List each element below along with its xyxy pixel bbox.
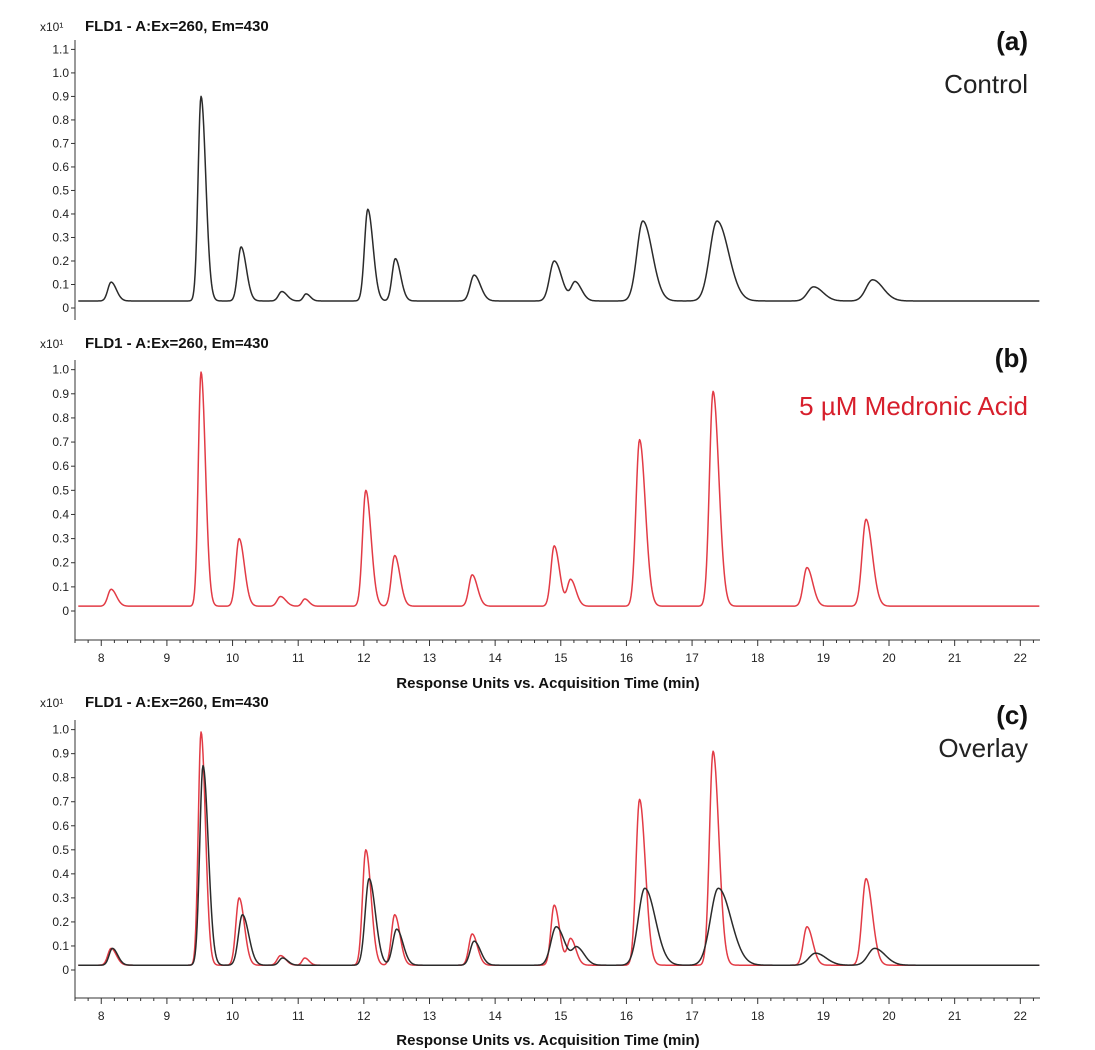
x-tick-label: 18 — [751, 651, 765, 665]
x-tick-label: 11 — [292, 651, 305, 665]
chromatogram-trace-1 — [78, 731, 1040, 966]
y-tick-label: 0.6 — [52, 160, 69, 174]
x-tick-label: 18 — [751, 1009, 765, 1023]
panel-title: FLD1 - A:Ex=260, Em=430 — [85, 335, 269, 352]
x-tick-label: 22 — [1014, 1009, 1028, 1023]
chromatogram-panel-1: x10¹ FLD1 - A:Ex=260, Em=430 (a) Control 0 0.… — [40, 18, 1040, 320]
y-tick-label: 0.4 — [52, 507, 69, 521]
y-tick-label: 0.2 — [52, 556, 69, 570]
x-tick-label: 21 — [948, 1009, 962, 1023]
y-tick-label: 0.6 — [52, 819, 69, 833]
x-tick-label: 19 — [817, 1009, 831, 1023]
y-tick-label: 1.1 — [52, 42, 69, 56]
x-tick-label: 12 — [357, 1009, 371, 1023]
x-tick-label: 9 — [164, 1009, 171, 1023]
y-tick-label: 0.4 — [52, 207, 69, 221]
y-tick-label: 0.3 — [52, 532, 69, 546]
x-tick-label: 15 — [554, 651, 568, 665]
y-tick-label: 0.9 — [52, 747, 69, 761]
condition-label: Control — [944, 69, 1028, 99]
x-tick-label: 13 — [423, 651, 437, 665]
x-axis-label: Response Units vs. Acquisition Time (min… — [396, 675, 699, 692]
x-tick-label: 13 — [423, 1009, 437, 1023]
x-tick-label: 10 — [226, 1009, 240, 1023]
y-tick-label: 0.8 — [52, 113, 69, 127]
y-tick-label: 0.3 — [52, 891, 69, 905]
y-tick-label: 0.4 — [52, 867, 69, 881]
panel-letter: (a) — [996, 26, 1028, 56]
y-tick-label: 0.2 — [52, 915, 69, 929]
x-tick-label: 15 — [554, 1009, 568, 1023]
y-tick-label: 0.8 — [52, 411, 69, 425]
y-tick-label: 1.0 — [52, 363, 69, 377]
x-tick-label: 8 — [98, 651, 105, 665]
x-tick-label: 11 — [292, 1009, 305, 1023]
x-tick-label: 10 — [226, 651, 240, 665]
y-tick-label: 0.3 — [52, 230, 69, 244]
x-tick-label: 20 — [882, 1009, 896, 1023]
x-tick-label: 14 — [488, 1009, 502, 1023]
x-tick-label: 20 — [882, 651, 896, 665]
x-tick-label: 22 — [1014, 651, 1028, 665]
x-tick-label: 17 — [685, 651, 699, 665]
x-axis-label: Response Units vs. Acquisition Time (min… — [396, 1032, 699, 1049]
x-tick-label: 8 — [98, 1009, 105, 1023]
y-tick-label: 0 — [62, 604, 69, 618]
y-tick-label: 0.7 — [52, 795, 69, 809]
chromatogram-panels: x10¹ FLD1 - A:Ex=260, Em=430 (a) Control 0 0.… — [40, 18, 1040, 1049]
panel-title: FLD1 - A:Ex=260, Em=430 — [85, 18, 269, 35]
y-tick-label: 0.7 — [52, 435, 69, 449]
scale-factor-label: x10¹ — [40, 696, 63, 710]
y-tick-label: 0 — [62, 301, 69, 315]
panel-letter: (c) — [996, 700, 1028, 730]
y-tick-label: 0.6 — [52, 459, 69, 473]
condition-label: 5 µM Medronic Acid — [799, 391, 1028, 421]
panel-title: FLD1 - A:Ex=260, Em=430 — [85, 694, 269, 711]
scale-factor-label: x10¹ — [40, 337, 63, 351]
y-tick-label: 1.0 — [52, 723, 69, 737]
y-tick-label: 0.1 — [52, 277, 69, 291]
y-tick-label: 0.9 — [52, 89, 69, 103]
chromatogram-trace-2 — [78, 764, 1040, 966]
chromatogram-panel-3: x10¹ FLD1 - A:Ex=260, Em=430 (c)Overlay 0 0.… — [40, 694, 1040, 1049]
x-tick-label: 14 — [488, 651, 502, 665]
y-tick-label: 0.5 — [52, 183, 69, 197]
scale-factor-label: x10¹ — [40, 20, 63, 34]
y-tick-label: 0.1 — [52, 939, 69, 953]
x-tick-label: 21 — [948, 651, 962, 665]
x-tick-label: 16 — [620, 651, 634, 665]
y-tick-label: 0.5 — [52, 843, 69, 857]
y-tick-label: 0.7 — [52, 136, 69, 150]
x-tick-label: 12 — [357, 651, 371, 665]
y-tick-label: 0 — [62, 963, 69, 977]
x-tick-label: 17 — [685, 1009, 699, 1023]
y-tick-label: 0.8 — [52, 771, 69, 785]
y-tick-label: 0.9 — [52, 387, 69, 401]
chromatogram-panel-2: x10¹ FLD1 - A:Ex=260, Em=430 (b) 5 µM Medro… — [40, 335, 1040, 692]
x-tick-label: 19 — [817, 651, 831, 665]
chromatogram-trace-1 — [78, 95, 1040, 302]
panel-letter: (b) — [995, 343, 1028, 373]
y-tick-label: 0.2 — [52, 254, 69, 268]
condition-label: Overlay — [938, 733, 1028, 763]
x-tick-label: 16 — [620, 1009, 634, 1023]
y-tick-label: 0.1 — [52, 580, 69, 594]
chromatogram-trace-1 — [78, 371, 1040, 607]
y-tick-label: 0.5 — [52, 483, 69, 497]
y-tick-label: 1.0 — [52, 66, 69, 80]
x-tick-label: 9 — [164, 651, 171, 665]
